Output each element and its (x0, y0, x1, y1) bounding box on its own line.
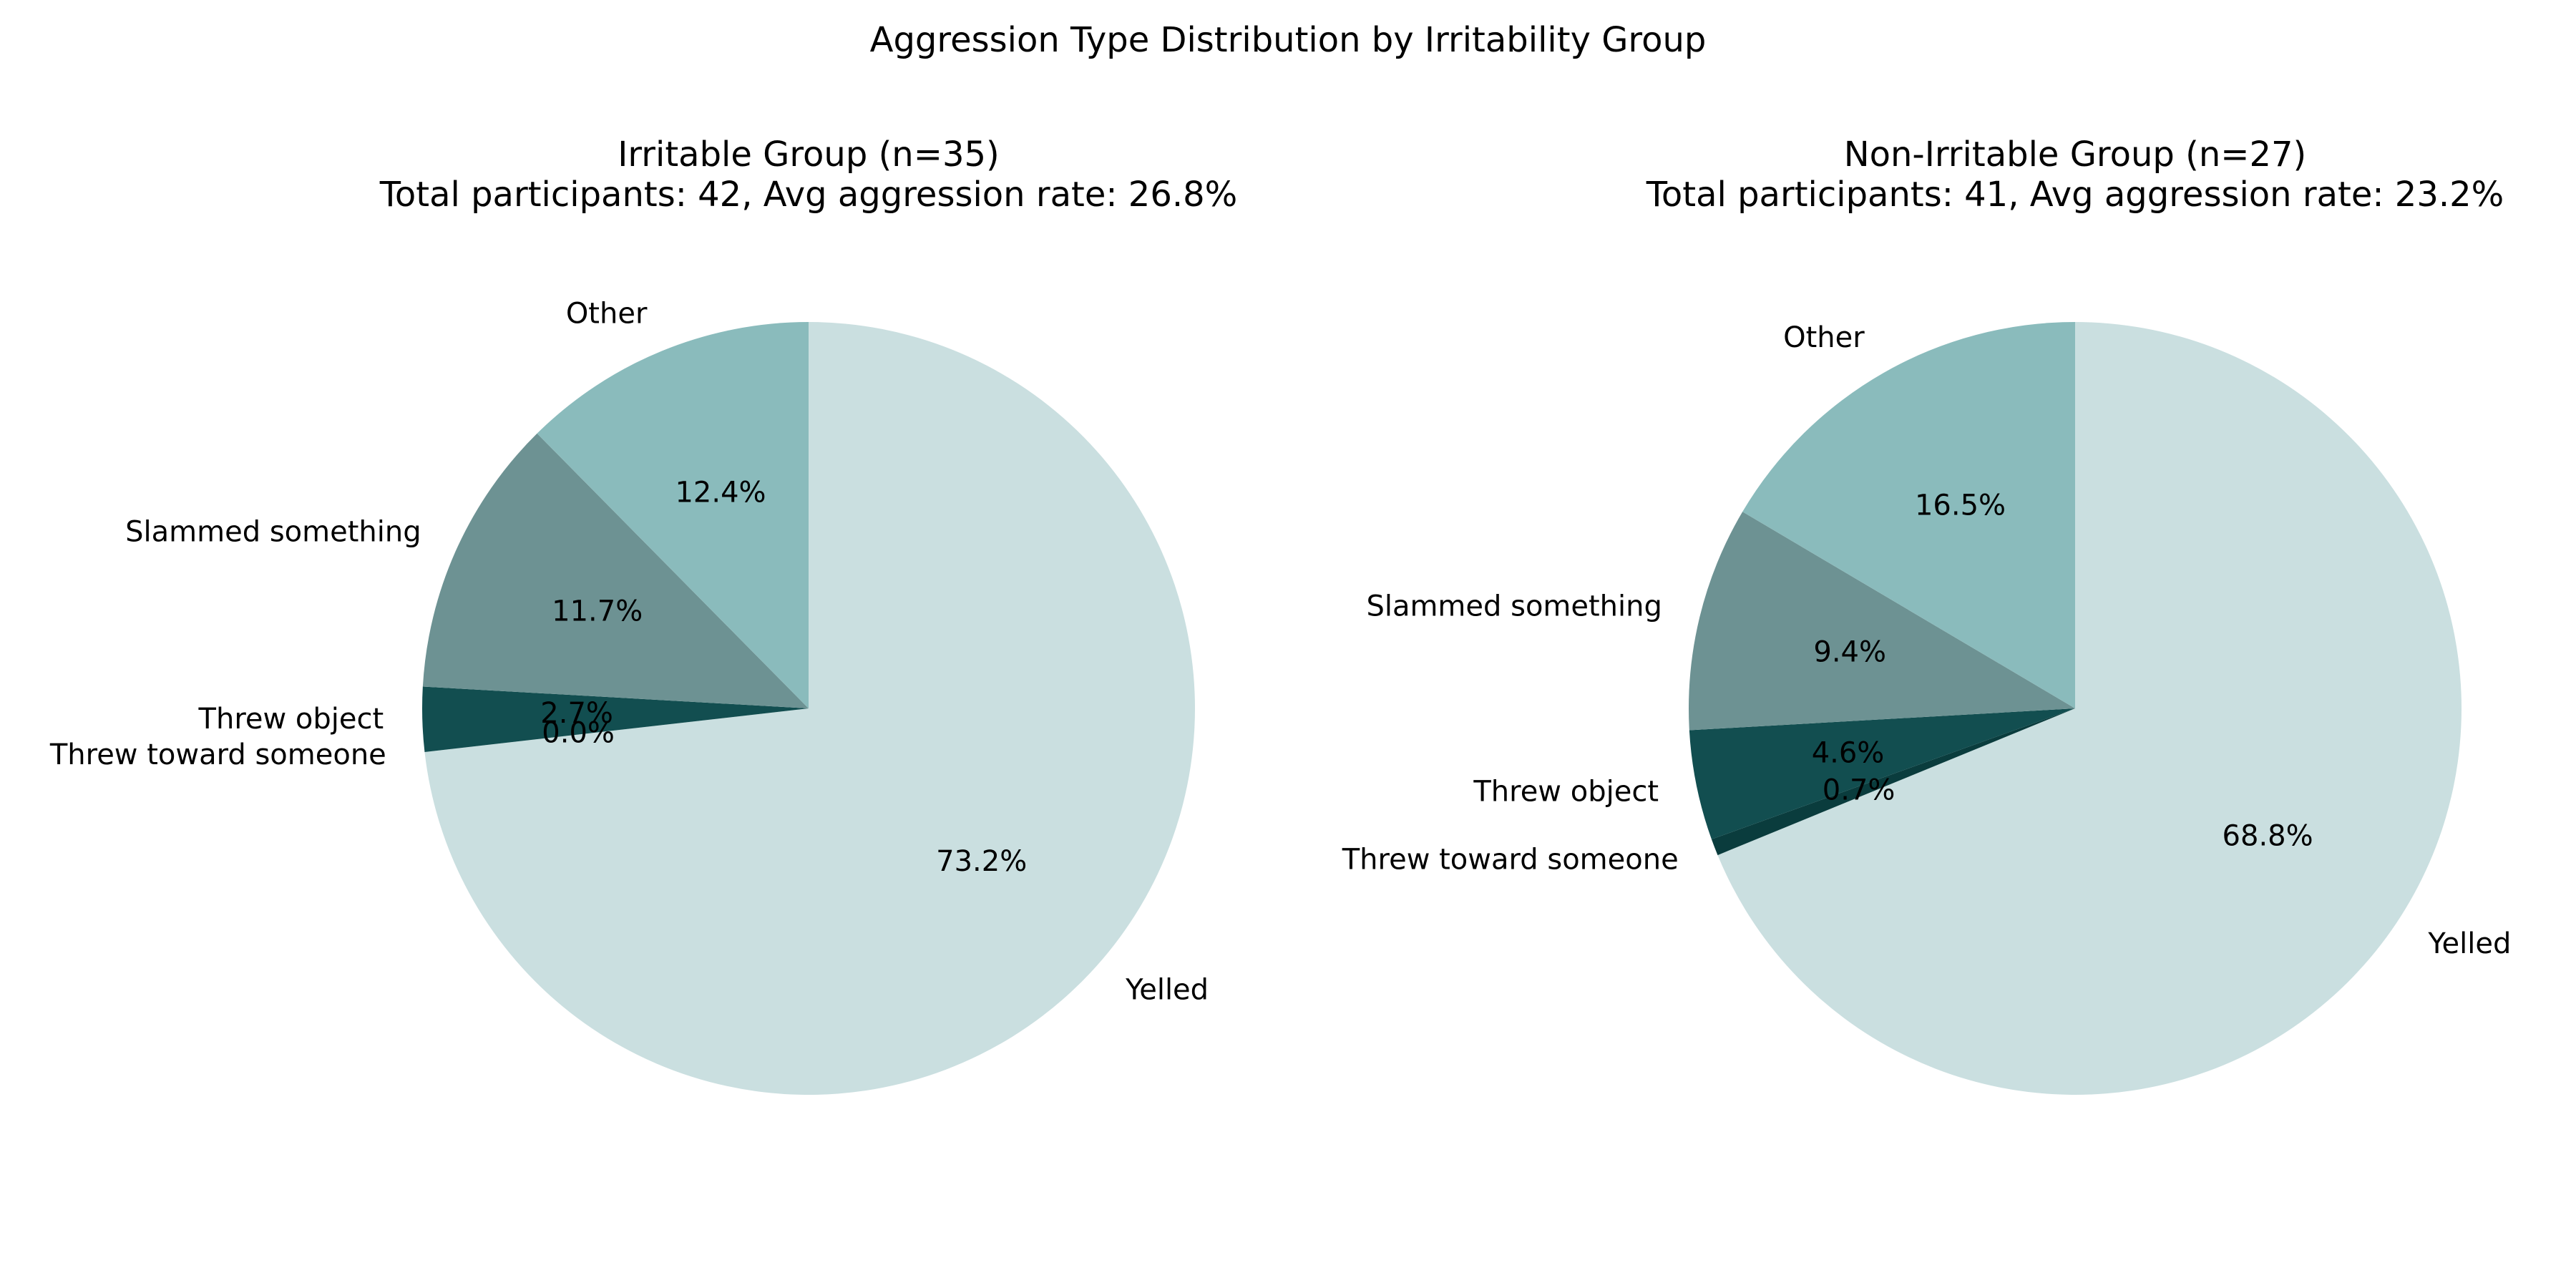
pie-slices (1688, 321, 2462, 1095)
slice-label-slammed-something: Slammed something (125, 516, 421, 549)
pie-slice-slammed-something (1688, 512, 2075, 731)
pct-label-threw-object: 4.6% (1812, 737, 1885, 770)
pie-slices (421, 322, 1196, 1095)
pie-slice-yelled (424, 322, 1196, 1095)
slice-label-yelled: Yelled (1125, 974, 1209, 1007)
pie-slice-threw-object (1689, 708, 2075, 839)
pie-slice-slammed-something (422, 433, 809, 708)
slice-label-other: Other (566, 298, 648, 331)
pct-label-slammed-something: 11.7% (552, 595, 643, 628)
slice-label-other: Other (1783, 321, 1865, 354)
pie-labels: Yelled 68.8% Threw toward someone 0.7% Threw… (1342, 321, 2512, 960)
pie-slice-yelled (1717, 321, 2462, 1095)
pie-title: Non-Irritable Group (n=27) (1844, 135, 2307, 175)
pie-subtitle: Total participants: 42, Avg aggression r… (379, 175, 1238, 215)
slice-label-threw-object: Threw object (198, 703, 384, 736)
pct-label-slammed-something: 9.4% (1813, 635, 1886, 668)
pct-label-yelled: 73.2% (936, 845, 1027, 878)
pct-label-threw-toward-someone: 0.0% (542, 717, 615, 750)
slice-label-yelled: Yelled (2427, 927, 2511, 960)
pie-title: Irritable Group (n=35) (618, 135, 1000, 175)
slice-label-threw-object: Threw object (1473, 776, 1659, 809)
slice-label-threw-toward-someone: Threw toward someone (1342, 844, 1679, 877)
slice-label-threw-toward-someone: Threw toward someone (49, 738, 386, 771)
pie-slice-threw-toward-someone (1711, 708, 2075, 856)
pie-subtitle: Total participants: 41, Avg aggression r… (1646, 175, 2504, 215)
pct-label-other: 12.4% (675, 476, 766, 509)
pie-chart-non-irritable: Non-Irritable Group (n=27) Total partici… (1342, 135, 2512, 1095)
pct-label-threw-object: 2.7% (540, 697, 613, 730)
pie-labels: Yelled 73.2% Threw toward someone 0.0% Threw… (49, 298, 1209, 1007)
pct-label-threw-toward-someone: 0.7% (1823, 774, 1896, 806)
pct-label-other: 16.5% (1915, 489, 2006, 522)
pct-label-yelled: 68.8% (2223, 819, 2313, 852)
figure-title: Aggression Type Distribution by Irritabi… (870, 20, 1707, 60)
pie-slice-other (537, 322, 809, 708)
slice-label-slammed-something: Slammed something (1366, 590, 1662, 623)
pie-chart-irritable: Irritable Group (n=35) Total participant… (49, 135, 1237, 1095)
pie-slice-threw-object (421, 686, 809, 752)
pie-slice-other (1742, 322, 2075, 708)
